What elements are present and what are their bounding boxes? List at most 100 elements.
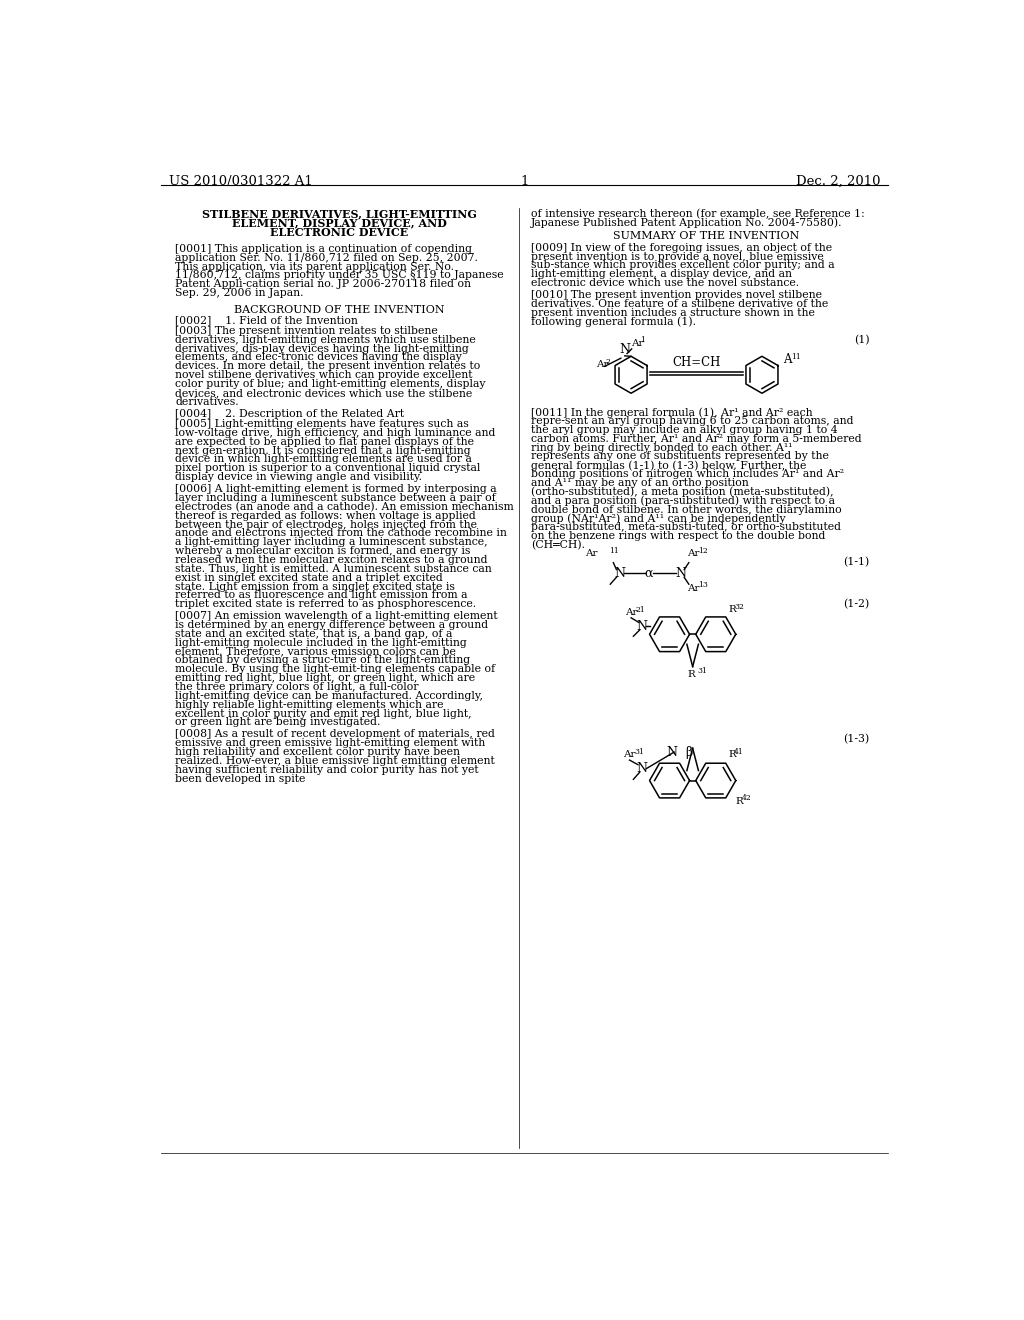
Text: been developed in spite: been developed in spite (175, 774, 305, 784)
Text: 41: 41 (734, 748, 744, 756)
Text: Ar: Ar (586, 549, 598, 558)
Text: 1: 1 (640, 337, 645, 345)
Text: pixel portion is superior to a conventional liquid crystal: pixel portion is superior to a conventio… (175, 463, 480, 474)
Text: a light-emitting layer including a luminescent substance,: a light-emitting layer including a lumin… (175, 537, 487, 548)
Text: obtained by devising a struc-ture of the light-emitting: obtained by devising a struc-ture of the… (175, 656, 470, 665)
Text: whereby a molecular exciton is formed, and energy is: whereby a molecular exciton is formed, a… (175, 546, 471, 556)
Text: triplet excited state is referred to as phosphorescence.: triplet excited state is referred to as … (175, 599, 476, 610)
Text: US 2010/0301322 A1: US 2010/0301322 A1 (169, 174, 312, 187)
Text: having sufficient reliability and color purity has not yet: having sufficient reliability and color … (175, 764, 479, 775)
Text: high reliability and excellent color purity have been: high reliability and excellent color pur… (175, 747, 460, 758)
Text: SUMMARY OF THE INVENTION: SUMMARY OF THE INVENTION (613, 231, 800, 242)
Text: Sep. 29, 2006 in Japan.: Sep. 29, 2006 in Japan. (175, 288, 304, 298)
Text: Dec. 2, 2010: Dec. 2, 2010 (796, 174, 881, 187)
Text: carbon atoms. Further, Ar¹ and Ar² may form a 5-membered: carbon atoms. Further, Ar¹ and Ar² may f… (531, 434, 861, 444)
Text: (CH═CH).: (CH═CH). (531, 540, 585, 550)
Text: light-emitting molecule included in the light-emitting: light-emitting molecule included in the … (175, 638, 467, 648)
Text: β: β (685, 746, 692, 759)
Text: derivatives.: derivatives. (175, 397, 239, 407)
Text: of intensive research thereon (for example, see Reference 1:: of intensive research thereon (for examp… (531, 209, 864, 219)
Text: 13: 13 (698, 581, 708, 589)
Text: display device in viewing angle and visibility.: display device in viewing angle and visi… (175, 473, 422, 482)
Text: molecule. By using the light-emit-ting elements capable of: molecule. By using the light-emit-ting e… (175, 664, 496, 675)
Text: devices, and electronic devices which use the stilbene: devices, and electronic devices which us… (175, 388, 472, 397)
Text: emitting red light, blue light, or green light, which are: emitting red light, blue light, or green… (175, 673, 475, 684)
Text: layer including a luminescent substance between a pair of: layer including a luminescent substance … (175, 492, 496, 503)
Text: [0007] An emission wavelength of a light-emitting element: [0007] An emission wavelength of a light… (175, 611, 498, 622)
Text: para-substituted, meta-substi-tuted, or ortho-substituted: para-substituted, meta-substi-tuted, or … (531, 523, 841, 532)
Text: [0002]    1. Field of the Invention: [0002] 1. Field of the Invention (175, 315, 358, 326)
Text: α: α (644, 566, 653, 579)
Text: on the benzene rings with respect to the double bond: on the benzene rings with respect to the… (531, 531, 825, 541)
Text: between the pair of electrodes, holes injected from the: between the pair of electrodes, holes in… (175, 520, 477, 529)
Text: N: N (667, 746, 677, 759)
Text: [0008] As a result of recent development of materials, red: [0008] As a result of recent development… (175, 730, 495, 739)
Text: state. Light emission from a singlet excited state is: state. Light emission from a singlet exc… (175, 582, 455, 591)
Text: STILBENE DERIVATIVES, LIGHT-EMITTING: STILBENE DERIVATIVES, LIGHT-EMITTING (202, 209, 476, 219)
Text: electrodes (an anode and a cathode). An emission mechanism: electrodes (an anode and a cathode). An … (175, 502, 514, 512)
Text: 11/860,712, claims priority under 35 USC §119 to Japanese: 11/860,712, claims priority under 35 USC… (175, 271, 504, 280)
Text: anode and electrons injected from the cathode recombine in: anode and electrons injected from the ca… (175, 528, 507, 539)
Text: (1-2): (1-2) (844, 599, 869, 609)
Text: Ar: Ar (596, 359, 608, 368)
Text: 12: 12 (698, 546, 708, 554)
Text: [0010] The present invention provides novel stilbene: [0010] The present invention provides no… (531, 290, 822, 300)
Text: 2: 2 (605, 358, 610, 366)
Text: derivatives, light-emitting elements which use stilbene: derivatives, light-emitting elements whi… (175, 335, 476, 345)
Text: bonding positions of nitrogen which includes Ar¹ and Ar²: bonding positions of nitrogen which incl… (531, 469, 844, 479)
Text: This application, via its parent application Ser. No.: This application, via its parent applica… (175, 261, 455, 272)
Text: Japanese Published Patent Application No. 2004-75580).: Japanese Published Patent Application No… (531, 218, 843, 228)
Text: Ar: Ar (625, 609, 637, 616)
Text: is determined by an energy difference between a ground: is determined by an energy difference be… (175, 620, 488, 630)
Text: [0003] The present invention relates to stilbene: [0003] The present invention relates to … (175, 326, 438, 335)
Text: released when the molecular exciton relaxes to a ground: released when the molecular exciton rela… (175, 554, 487, 565)
Text: color purity of blue; and light-emitting elements, display: color purity of blue; and light-emitting… (175, 379, 485, 389)
Text: emissive and green emissive light-emitting element with: emissive and green emissive light-emitti… (175, 738, 485, 748)
Text: (1): (1) (854, 335, 869, 345)
Text: BACKGROUND OF THE INVENTION: BACKGROUND OF THE INVENTION (233, 305, 444, 314)
Text: [0004]    2. Description of the Related Art: [0004] 2. Description of the Related Art (175, 409, 404, 418)
Text: sub-stance which provides excellent color purity; and a: sub-stance which provides excellent colo… (531, 260, 835, 271)
Text: 1: 1 (520, 174, 529, 187)
Text: (1-1): (1-1) (844, 557, 869, 566)
Text: the aryl group may include an alkyl group having 1 to 4: the aryl group may include an alkyl grou… (531, 425, 838, 434)
Text: 31: 31 (697, 668, 708, 676)
Text: R: R (687, 669, 695, 678)
Text: Patent Appli-cation serial no. JP 2006-270118 filed on: Patent Appli-cation serial no. JP 2006-2… (175, 280, 471, 289)
Text: [0001] This application is a continuation of copending: [0001] This application is a continuatio… (175, 244, 472, 253)
Text: repre-sent an aryl group having 6 to 25 carbon atoms, and: repre-sent an aryl group having 6 to 25 … (531, 416, 853, 426)
Text: 32: 32 (734, 603, 744, 611)
Text: R: R (735, 797, 743, 805)
Text: and A¹¹ may be any of an ortho position: and A¹¹ may be any of an ortho position (531, 478, 749, 488)
Text: element. Therefore, various emission colors can be: element. Therefore, various emission col… (175, 647, 456, 656)
Text: ELEMENT, DISPLAY DEVICE, AND: ELEMENT, DISPLAY DEVICE, AND (231, 218, 446, 228)
Text: 11: 11 (792, 352, 801, 360)
Text: N: N (620, 343, 630, 356)
Text: present invention includes a structure shown in the: present invention includes a structure s… (531, 308, 815, 318)
Text: referred to as fluorescence and light emission from a: referred to as fluorescence and light em… (175, 590, 468, 601)
Text: excellent in color purity and emit red light, blue light,: excellent in color purity and emit red l… (175, 709, 472, 718)
Text: devices. In more detail, the present invention relates to: devices. In more detail, the present inv… (175, 362, 480, 371)
Text: device in which light-emitting elements are used for a: device in which light-emitting elements … (175, 454, 472, 465)
Text: [0006] A light-emitting element is formed by interposing a: [0006] A light-emitting element is forme… (175, 484, 497, 494)
Text: 21: 21 (636, 606, 645, 614)
Text: Ar: Ar (687, 585, 699, 593)
Text: thereof is regarded as follows: when voltage is applied: thereof is regarded as follows: when vol… (175, 511, 476, 520)
Text: N: N (614, 566, 625, 579)
Text: [0011] In the general formula (1), Ar¹ and Ar² each: [0011] In the general formula (1), Ar¹ a… (531, 407, 813, 417)
Text: R: R (728, 605, 736, 614)
Text: [0005] Light-emitting elements have features such as: [0005] Light-emitting elements have feat… (175, 418, 469, 429)
Text: ring by being directly bonded to each other. A¹¹: ring by being directly bonded to each ot… (531, 442, 793, 453)
Text: low-voltage drive, high efficiency, and high luminance and: low-voltage drive, high efficiency, and … (175, 428, 496, 438)
Text: general formulas (1-1) to (1-3) below. Further, the: general formulas (1-1) to (1-3) below. F… (531, 461, 806, 471)
Text: double bond of stilbene. In other words, the diarylamino: double bond of stilbene. In other words,… (531, 504, 842, 515)
Text: realized. How-ever, a blue emissive light emitting element: realized. How-ever, a blue emissive ligh… (175, 756, 495, 766)
Text: Ar: Ar (687, 549, 699, 558)
Text: exist in singlet excited state and a triplet excited: exist in singlet excited state and a tri… (175, 573, 443, 582)
Text: R: R (728, 750, 736, 759)
Text: (ortho-substituted), a meta position (meta-substituted),: (ortho-substituted), a meta position (me… (531, 487, 834, 498)
Text: group (NAr¹Ar²) and A¹¹ can be independently: group (NAr¹Ar²) and A¹¹ can be independe… (531, 513, 785, 524)
Text: novel stilbene derivatives which can provide excellent: novel stilbene derivatives which can pro… (175, 370, 473, 380)
Text: ELECTRONIC DEVICE: ELECTRONIC DEVICE (270, 227, 409, 238)
Text: highly reliable light-emitting elements which are: highly reliable light-emitting elements … (175, 700, 443, 710)
